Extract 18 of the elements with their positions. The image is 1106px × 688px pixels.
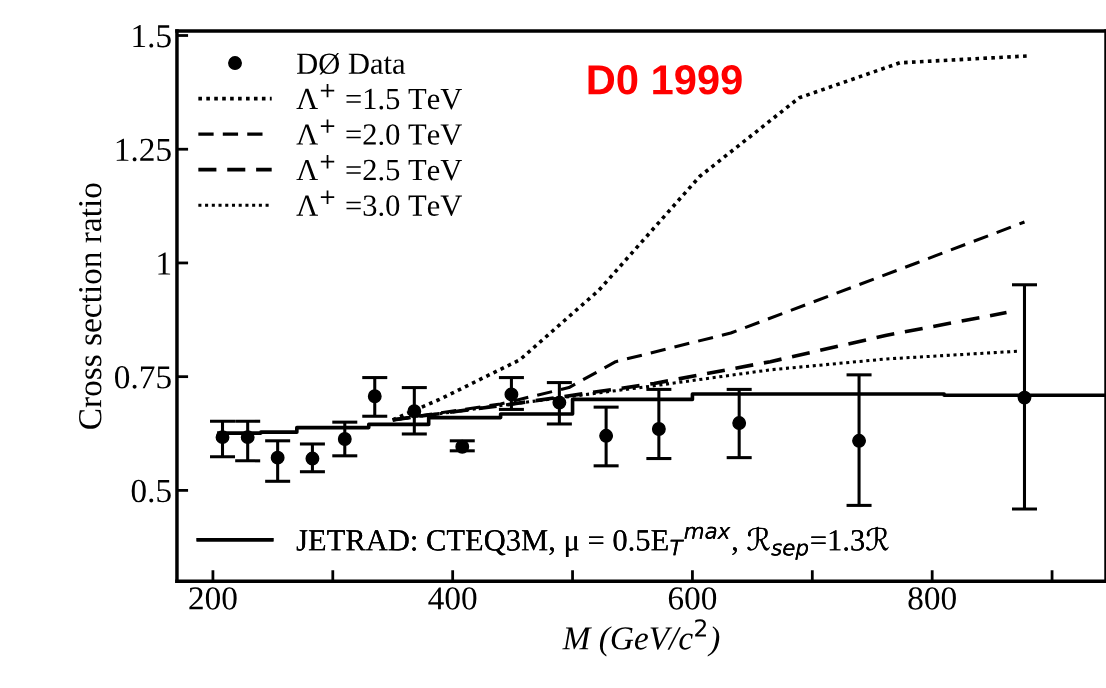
annotation: D0 1999 — [588, 65, 742, 95]
y-tick-label: 1.25 — [116, 138, 171, 162]
x-tick-label: 600 — [668, 587, 717, 610]
x-tick-label: 800 — [908, 587, 956, 610]
y-tick-label: 0.5 — [131, 479, 171, 503]
legend-label: Λ$^{+}$ =2.5 TeV — [296, 154, 462, 181]
x-tick-label: 200 — [189, 587, 237, 610]
y-tick-label: 1.5 — [133, 25, 171, 48]
legend-label: DØ Data — [297, 52, 406, 75]
legend-label: Λ$^{+}$ =1.5 TeV — [296, 83, 462, 110]
y-axis-title: Cross section ratio — [79, 183, 102, 429]
legend-label: JETRAD: CTEQ3M, μ = 0.5E$_{T}$$^{max}$, ℛ$_{sep}$=1.3ℛ — [296, 526, 889, 560]
x-tick-label: 400 — [428, 587, 477, 610]
y-tick-label: 0.75 — [115, 366, 171, 389]
legend-label: Λ$^{+}$ =2.0 TeV — [296, 119, 462, 146]
y-tick-label: 1 — [158, 252, 171, 275]
legend-label: Λ$^{+}$ =3.0 TeV — [296, 190, 462, 217]
x-axis-title: M (GeV/c$^{2}$) — [562, 619, 720, 657]
